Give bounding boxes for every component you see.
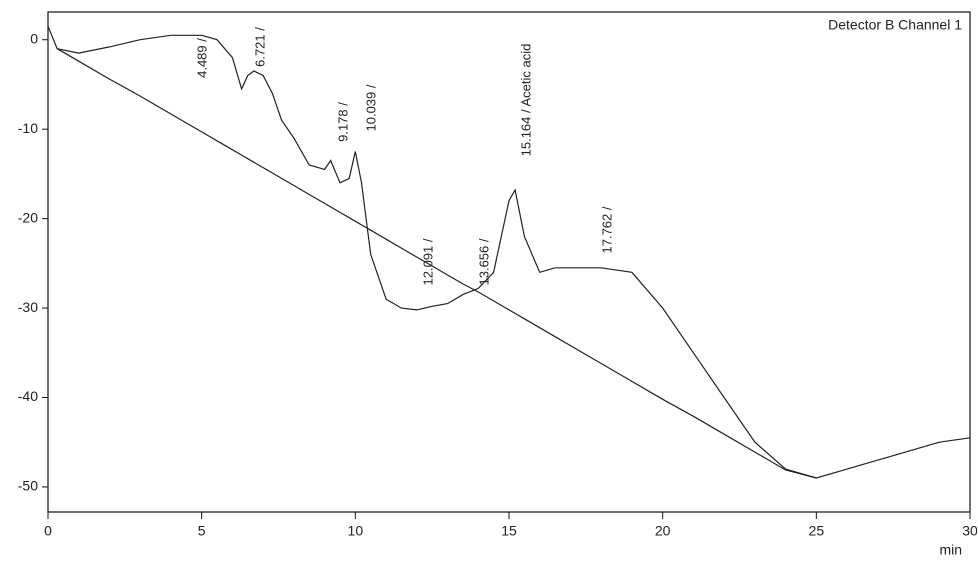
- chart-title: Detector B Channel 1: [828, 17, 962, 33]
- x-tick-label: 30: [962, 523, 978, 539]
- x-tick-label: 15: [501, 523, 517, 539]
- x-tick-label: 20: [655, 523, 671, 539]
- chart: Detector B Channel 1 min 0 5 10 15 20 25 30 0 -1…: [0, 0, 978, 565]
- peak-label: 4.489 /: [194, 38, 209, 78]
- y-tick-label: -10: [18, 120, 38, 136]
- signal-line: [48, 26, 970, 478]
- peak-label: 10.039 /: [363, 84, 378, 131]
- peak-label: 12.091 /: [420, 238, 435, 285]
- y-tick-label: -50: [18, 478, 38, 494]
- y-tick-label: -30: [18, 299, 38, 315]
- y-tick-label: -20: [18, 209, 38, 225]
- peak-label: 15.164 / Acetic acid: [518, 44, 533, 157]
- x-axis-label: min: [939, 542, 962, 558]
- plot-frame: [48, 12, 970, 512]
- x-tick-label: 25: [809, 523, 825, 539]
- peak-label: 13.656 /: [476, 238, 491, 285]
- x-tick-label: 10: [348, 523, 364, 539]
- x-tick-label: 5: [198, 523, 206, 539]
- x-tick-label: 0: [44, 523, 52, 539]
- peak-label: 6.721 /: [252, 27, 267, 67]
- y-tick-label: -40: [18, 388, 38, 404]
- peak-label: 9.178 /: [335, 102, 350, 142]
- peak-label: 17.762 /: [599, 206, 614, 253]
- baseline: [57, 49, 816, 478]
- y-tick-label: 0: [30, 30, 38, 46]
